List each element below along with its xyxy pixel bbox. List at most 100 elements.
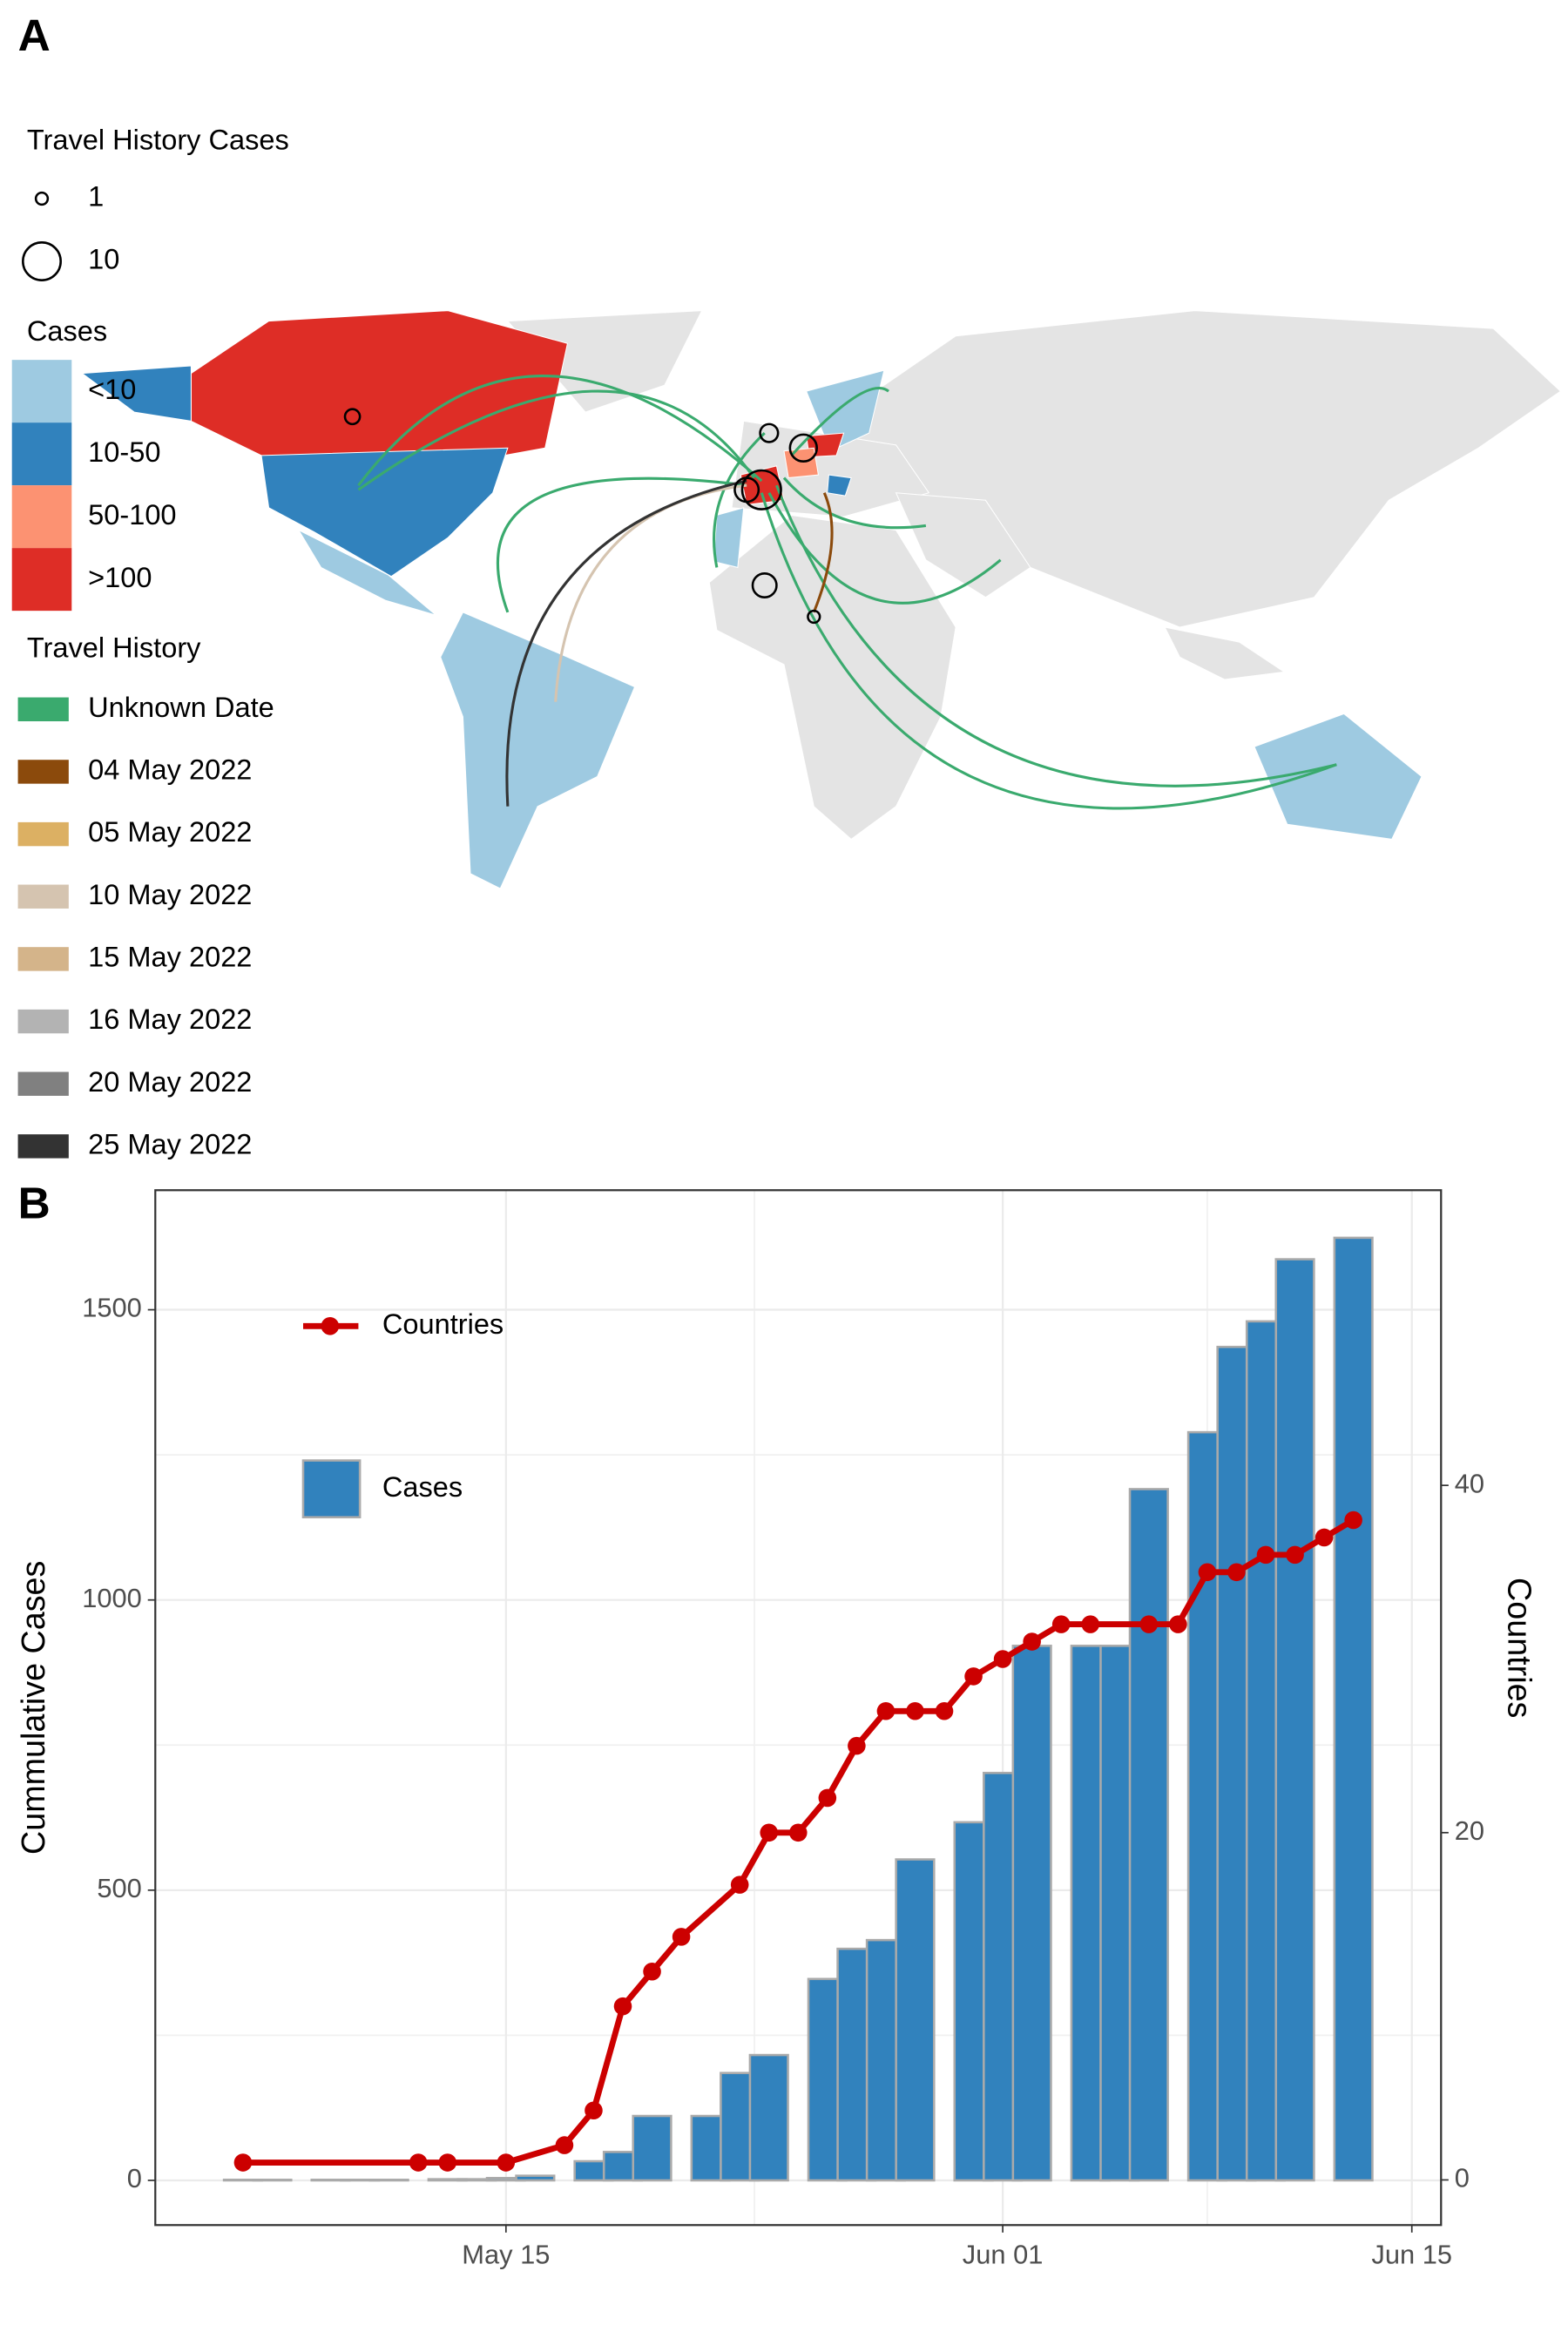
legend-title: Travel History: [27, 632, 201, 663]
bar: [632, 2114, 672, 2182]
legend-key: [17, 947, 69, 971]
x-tick-label: Jun 01: [963, 2239, 1044, 2269]
case-circle: [740, 469, 782, 510]
travel-arc: [767, 491, 1002, 605]
case-circle: [733, 476, 760, 504]
country: [190, 310, 569, 463]
point: [1198, 1563, 1217, 1582]
travel-arc: [790, 386, 889, 456]
point: [1344, 1511, 1362, 1530]
legend-label: 20 May 2022: [88, 1066, 252, 1098]
y2-tick-label: 40: [1455, 1468, 1484, 1498]
point: [1051, 1615, 1071, 1633]
legend-label: 10: [88, 244, 119, 275]
country: [260, 447, 509, 578]
y-tick-label: 1000: [82, 1583, 142, 1613]
legend-label: >100: [88, 562, 152, 593]
legend-key: [11, 422, 72, 486]
travel-arc: [713, 432, 766, 568]
travel-arc: [505, 479, 747, 807]
travel-arc: [357, 389, 755, 491]
travel-arc: [760, 492, 1337, 810]
point: [1315, 1528, 1334, 1547]
country: [80, 365, 192, 422]
legend-label: 15 May 2022: [88, 942, 252, 973]
bar: [1128, 1488, 1169, 2182]
legend-label: Unknown Date: [88, 692, 274, 723]
point: [906, 1701, 924, 1720]
legend-label: Countries: [382, 1308, 504, 1340]
y2-tick-label: 0: [1455, 2163, 1470, 2193]
case-circle: [759, 422, 780, 443]
legend-label: 04 May 2022: [88, 754, 252, 786]
point: [964, 1667, 983, 1686]
legend-key: [17, 1134, 69, 1159]
country: [297, 529, 436, 616]
y2-axis-title: Countries: [1502, 1578, 1538, 1718]
legend-title: Travel History Cases: [27, 124, 289, 155]
legend-key: [11, 360, 72, 423]
legend-key: [11, 485, 72, 549]
travel-arc: [774, 484, 1337, 787]
point: [643, 1962, 661, 1981]
bar: [1011, 1645, 1052, 2182]
point: [585, 2101, 603, 2120]
point: [789, 1823, 808, 1842]
bar: [895, 1858, 936, 2182]
point: [1081, 1615, 1100, 1633]
legend-key: [321, 1317, 340, 1335]
legend-key: [17, 884, 69, 909]
bar: [515, 2174, 556, 2182]
legend-key: [17, 821, 69, 847]
legend-key: [301, 1459, 362, 1518]
case-circle: [807, 609, 821, 625]
y-tick-label: 0: [127, 2163, 142, 2193]
legend-label: 50-100: [88, 499, 176, 531]
point: [1169, 1615, 1187, 1633]
bar: [1274, 1258, 1315, 2182]
case-circle: [788, 433, 818, 463]
legend-key: [17, 697, 69, 721]
plot-border: [154, 1189, 1443, 2227]
bar: [1333, 1236, 1374, 2182]
travel-arc: [496, 476, 747, 613]
legend-label: 25 May 2022: [88, 1128, 252, 1159]
country: [1254, 713, 1423, 840]
case-circle: [751, 572, 778, 598]
point: [409, 2153, 428, 2172]
panel-label: B: [18, 1178, 51, 1228]
legend-label: 16 May 2022: [88, 1004, 252, 1035]
legend-label: 1: [88, 181, 104, 213]
legend-key: [11, 548, 72, 612]
legend-title: Cases: [27, 315, 107, 347]
point: [1286, 1545, 1304, 1565]
point: [672, 1928, 691, 1946]
world-map: [80, 310, 1562, 889]
point: [730, 1876, 749, 1894]
point: [233, 2153, 253, 2172]
legend-label: 10 May 2022: [88, 879, 252, 910]
x-tick-label: May 15: [462, 2239, 550, 2269]
y-axis-title: Cummulative Cases: [15, 1561, 51, 1855]
point: [848, 1736, 866, 1755]
case-circle: [343, 408, 362, 426]
country: [827, 474, 852, 497]
panel-label: A: [18, 10, 51, 60]
legend-key: [17, 1009, 69, 1034]
size-key: [34, 191, 50, 206]
point: [818, 1788, 837, 1808]
travel-arc: [782, 476, 927, 530]
bar: [748, 2053, 789, 2182]
y-tick-label: 500: [97, 1873, 141, 1903]
country: [440, 612, 636, 889]
point: [438, 2153, 457, 2172]
travel-arc: [812, 492, 834, 613]
point: [876, 1701, 896, 1720]
size-key: [22, 241, 62, 281]
legend-label: <10: [88, 374, 136, 405]
legend-label: 10-50: [88, 436, 160, 468]
point: [760, 1823, 779, 1842]
point: [613, 1997, 632, 2016]
travel-arc: [357, 375, 763, 487]
